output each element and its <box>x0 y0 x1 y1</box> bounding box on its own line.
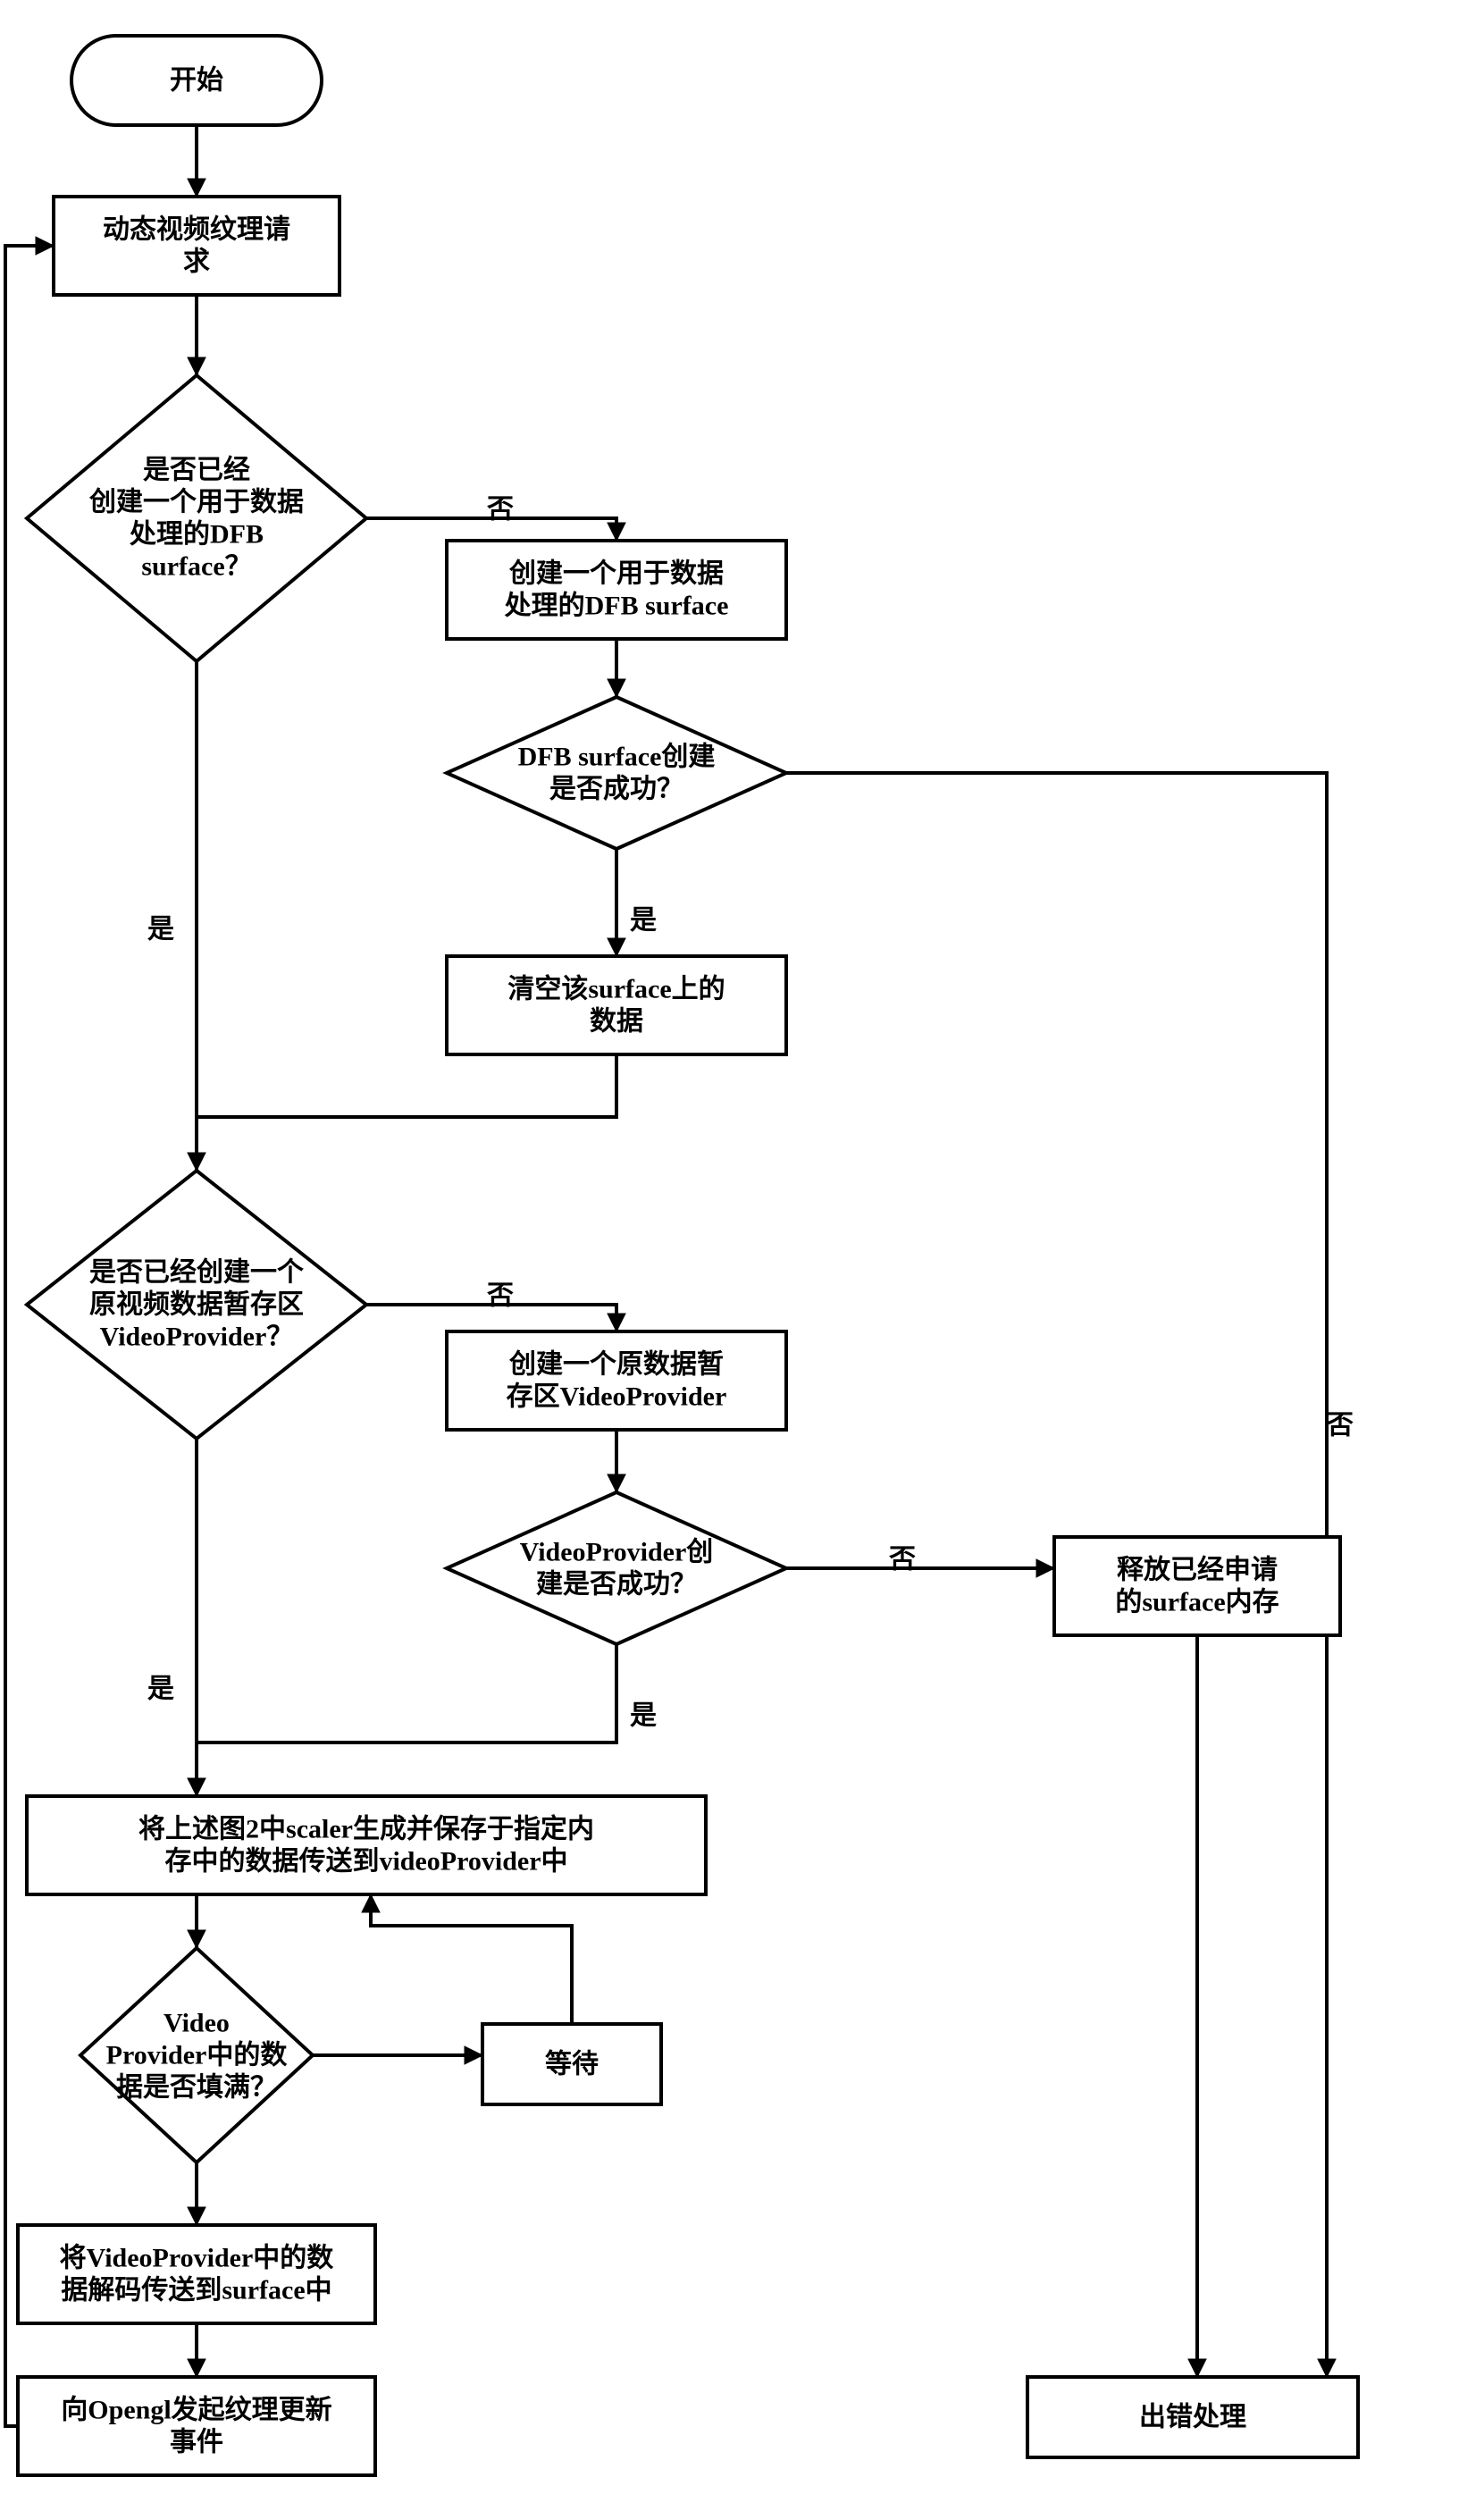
svg-text:求: 求 <box>183 248 210 277</box>
node-p_free <box>1054 1537 1340 1635</box>
svg-text:事件: 事件 <box>170 2428 223 2457</box>
svg-text:创建一个用于数据: 创建一个用于数据 <box>508 559 724 589</box>
edge <box>197 1054 616 1117</box>
svg-text:的surface内存: 的surface内存 <box>1115 1588 1279 1617</box>
svg-text:存中的数据传送到videoProvider中: 存中的数据传送到videoProvider中 <box>164 1847 567 1877</box>
edge-label: 否 <box>889 1545 916 1575</box>
edge-label: 否 <box>487 1281 514 1311</box>
svg-text:将VideoProvider中的数: 将VideoProvider中的数 <box>60 2244 335 2273</box>
svg-text:处理的DFB: 处理的DFB <box>129 520 264 550</box>
svg-text:是否已经: 是否已经 <box>143 455 250 485</box>
arrowhead <box>1318 2359 1336 2377</box>
node-p_send <box>27 1796 706 1894</box>
svg-text:是否成功？: 是否成功？ <box>549 775 683 804</box>
node-req <box>54 197 340 295</box>
arrowhead <box>362 1894 380 1912</box>
svg-text:向Opengl发起纹理更新: 向Opengl发起纹理更新 <box>61 2396 331 2425</box>
svg-text:动态视频纹理请: 动态视频纹理请 <box>103 215 290 245</box>
svg-text:原视频数据暂存区: 原视频数据暂存区 <box>89 1290 304 1320</box>
edge-label: 否 <box>487 495 514 525</box>
svg-text:将上述图2中scaler生成并保存于指定内: 将上述图2中scaler生成并保存于指定内 <box>138 1814 594 1844</box>
svg-text:Provider中的数: Provider中的数 <box>106 2041 289 2070</box>
svg-text:据是否填满？: 据是否填满？ <box>116 2073 277 2103</box>
svg-text:释放已经申请: 释放已经申请 <box>1117 1555 1278 1585</box>
flowchart: 是否是否否是是否开始动态视频纹理请求是否已经创建一个用于数据处理的DFBsurf… <box>0 0 1484 2511</box>
svg-text:等待: 等待 <box>545 2049 599 2079</box>
arrowhead <box>1188 2359 1206 2377</box>
svg-text:数据: 数据 <box>590 1007 643 1037</box>
svg-text:VideoProvider创: VideoProvider创 <box>520 1538 714 1567</box>
arrowhead <box>188 1778 205 1796</box>
svg-text:是否已经创建一个: 是否已经创建一个 <box>89 1257 305 1288</box>
arrowhead <box>608 1314 625 1331</box>
node-d_vp_ok <box>447 1492 786 1644</box>
edge <box>371 1894 572 2024</box>
node-p_decode <box>18 2225 375 2323</box>
arrowhead <box>36 237 54 255</box>
arrowhead <box>188 357 205 375</box>
arrowhead <box>465 2046 482 2064</box>
edge-label: 是 <box>147 915 174 945</box>
arrowhead <box>1036 1559 1054 1577</box>
svg-text:据解码传送到surface中: 据解码传送到surface中 <box>61 2276 331 2305</box>
arrowhead <box>188 1153 205 1171</box>
edge <box>197 1644 616 1743</box>
arrowhead <box>188 2207 205 2225</box>
node-d_dfb_ok <box>447 697 786 849</box>
svg-text:创建一个原数据暂: 创建一个原数据暂 <box>508 1350 724 1380</box>
svg-text:开始: 开始 <box>170 66 223 96</box>
arrowhead <box>188 2359 205 2377</box>
svg-text:VideoProvider？: VideoProvider？ <box>100 1323 294 1352</box>
node-p_mk_vp <box>447 1331 786 1430</box>
arrowhead <box>608 679 625 697</box>
edge-label: 是 <box>630 1701 657 1731</box>
arrowhead <box>608 1474 625 1492</box>
edge <box>5 246 54 2426</box>
arrowhead <box>188 1930 205 1948</box>
arrowhead <box>608 523 625 541</box>
svg-text:清空该surface上的: 清空该surface上的 <box>507 975 725 1004</box>
svg-text:Video: Video <box>163 2009 230 2038</box>
svg-text:出错处理: 出错处理 <box>1139 2403 1246 2432</box>
node-p_event <box>18 2377 375 2475</box>
node-p_mk_dfb <box>447 541 786 639</box>
arrowhead <box>188 179 205 197</box>
edge-label: 否 <box>1327 1411 1354 1440</box>
edge-label: 是 <box>630 906 657 936</box>
svg-text:处理的DFB surface: 处理的DFB surface <box>504 592 729 621</box>
edge-label: 是 <box>147 1675 174 1704</box>
svg-text:创建一个用于数据: 创建一个用于数据 <box>88 488 304 517</box>
node-p_clear <box>447 956 786 1054</box>
svg-text:DFB surface创建: DFB surface创建 <box>518 743 716 772</box>
arrowhead <box>608 938 625 956</box>
svg-text:surface？: surface？ <box>141 552 251 582</box>
svg-text:存区VideoProvider: 存区VideoProvider <box>507 1382 727 1412</box>
node-d_dfb <box>27 375 366 661</box>
svg-text:建是否成功？: 建是否成功？ <box>536 1570 697 1600</box>
